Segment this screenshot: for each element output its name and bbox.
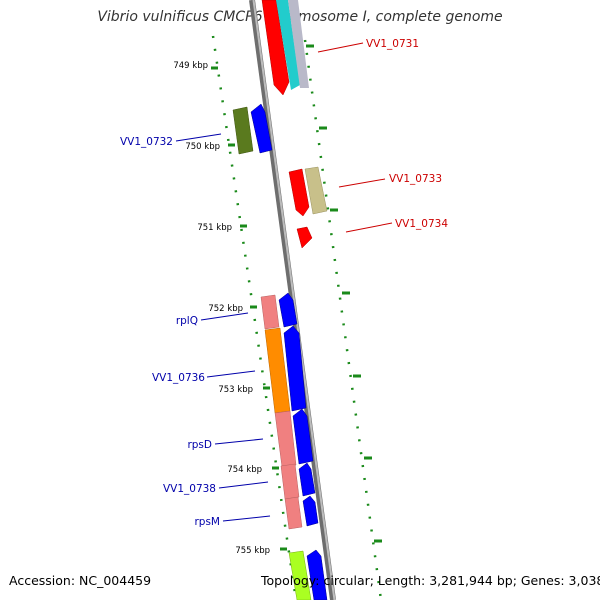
gene-next-block <box>288 550 312 600</box>
genes-outer <box>261 0 328 249</box>
gene-vv1-0731-arrow <box>261 0 290 96</box>
leader-rplq <box>200 312 249 321</box>
leader-vv1-0731 <box>317 42 364 53</box>
gene-vv1-0731-cyan <box>276 0 300 90</box>
tick-label-750: 750 kbp <box>185 142 220 152</box>
gene-next-arrow <box>306 549 328 600</box>
leader-rpsd <box>214 438 264 445</box>
gene-vv1-0731-grey <box>288 0 309 88</box>
tick-label-754: 754 kbp <box>227 465 262 475</box>
label-vv1-0734: VV1_0734 <box>395 218 448 230</box>
leader-vv1-0732 <box>175 133 222 142</box>
gene-vv1-0734-arrow <box>296 226 313 249</box>
leader-vv1-0738 <box>218 481 269 489</box>
label-vv1-0731: VV1_0731 <box>366 38 419 50</box>
backbone-line-inner <box>252 0 336 600</box>
gene-vv1-0736-arrow <box>283 325 307 412</box>
leader-rpsm <box>222 515 271 522</box>
tick-labels: 749 kbp 750 kbp 751 kbp 752 kbp 753 kbp … <box>173 61 270 556</box>
label-rplq: rplQ <box>176 315 198 327</box>
gene-vv1-0738-arrow <box>298 462 316 497</box>
gene-vv1-0733-tan <box>304 166 328 215</box>
label-vv1-0733: VV1_0733 <box>389 173 442 185</box>
leaders <box>175 42 393 522</box>
tick-label-749: 749 kbp <box>173 61 208 71</box>
tick-label-751: 751 kbp <box>197 223 232 233</box>
gene-vv1-0733-arrow <box>288 168 310 217</box>
label-vv1-0736: VV1_0736 <box>152 372 205 384</box>
ticks <box>211 44 382 551</box>
leader-vv1-0733 <box>338 178 386 188</box>
accession-text: Accession: NC_004459 <box>9 573 152 588</box>
gene-labels: VV1_0731 VV1_0733 VV1_0734 VV1_0732 rplQ… <box>120 38 448 528</box>
gene-rplq-arrow <box>278 292 298 328</box>
tick-label-755: 755 kbp <box>235 546 270 556</box>
summary-text: Topology: circular; Length: 3,281,944 bp… <box>261 573 600 588</box>
label-rpsm: rpsM <box>194 516 220 528</box>
gene-rpsm-arrow <box>302 495 319 527</box>
leader-vv1-0736 <box>206 370 256 378</box>
gene-rpsd-arrow <box>292 408 314 465</box>
gene-rplq-block <box>260 294 280 330</box>
leader-vv1-0734 <box>345 222 393 233</box>
tick-label-753: 753 kbp <box>218 385 253 395</box>
label-rpsd: rpsD <box>187 439 212 451</box>
label-vv1-0732: VV1_0732 <box>120 136 173 148</box>
gene-vv1-0738-block <box>280 463 300 500</box>
genes-inner <box>232 103 328 600</box>
tick-label-752: 752 kbp <box>208 304 243 314</box>
label-vv1-0738: VV1_0738 <box>163 483 216 495</box>
gene-rpsm-block <box>284 496 303 530</box>
gene-vv1-0732-block <box>232 106 254 155</box>
gene-vv1-0732-arrow <box>250 103 273 154</box>
gene-rpsd-block <box>274 410 297 468</box>
